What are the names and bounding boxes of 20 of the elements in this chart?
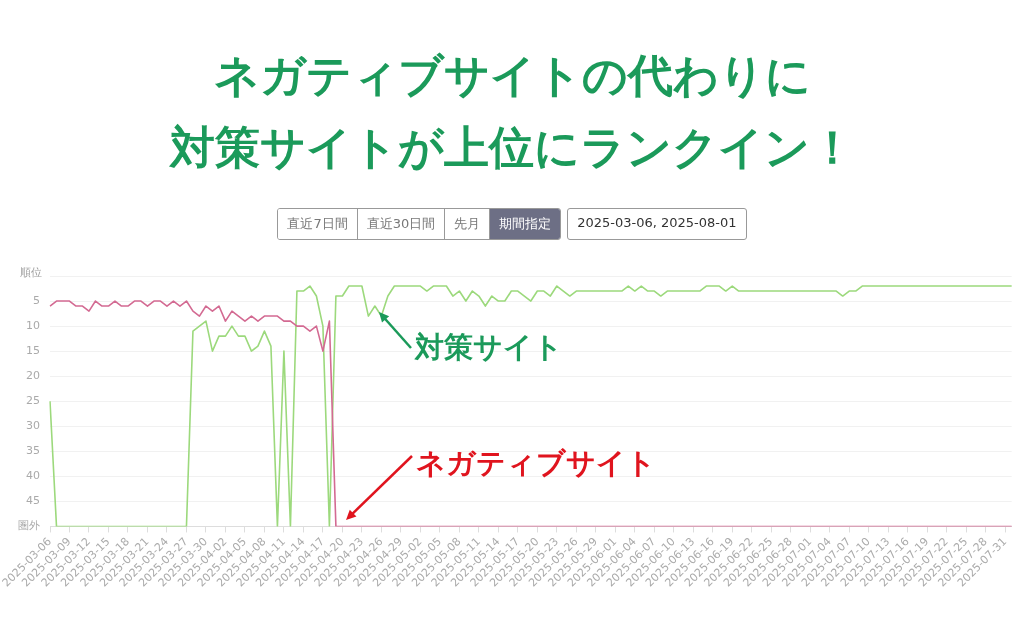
- chart-subtitle: 対策サイトが上位にランクイン！: [168, 120, 856, 176]
- y-tick-label: 20: [26, 369, 40, 383]
- y-tick-label: 圏外: [18, 519, 40, 533]
- text: 2025-03-06, 2025-08-01: [567, 208, 747, 240]
- y-tick-label: 40: [26, 469, 40, 483]
- series-label: ネガティブサイト: [416, 445, 657, 483]
- y-tick-label: 15: [26, 344, 40, 357]
- text: 先月: [444, 209, 490, 239]
- y-tick-label: 5: [33, 293, 40, 307]
- y-tick-label: 45: [26, 494, 40, 508]
- y-tick-label: 25: [26, 394, 40, 408]
- chart-title: ネガティブサイトの代わりに: [212, 48, 812, 104]
- text: 直近7日間: [278, 209, 357, 239]
- legend-label: 対策サイト: [414, 329, 563, 367]
- text: 期間指定: [489, 209, 561, 239]
- y-axis-title: 順位: [20, 265, 42, 279]
- text: 直近30日間: [356, 209, 445, 239]
- y-tick-label: 35: [26, 444, 40, 458]
- y-tick-label: 30: [26, 419, 40, 433]
- y-tick-label: 10: [26, 318, 40, 332]
